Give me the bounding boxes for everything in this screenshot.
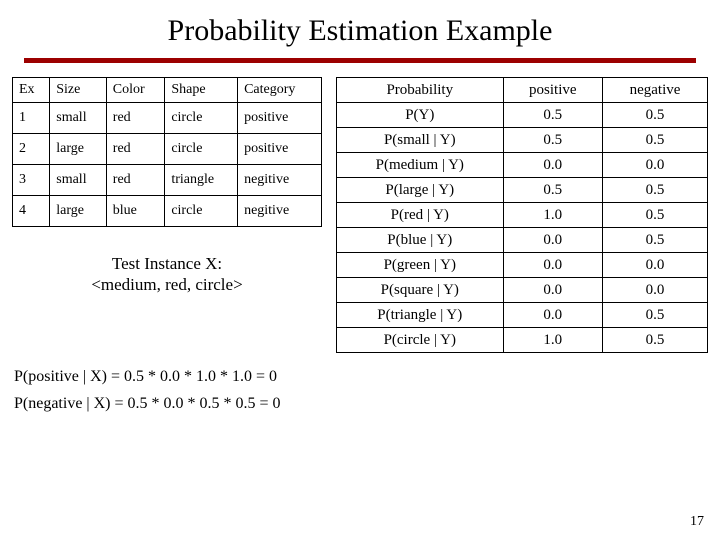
cell: red <box>106 134 165 165</box>
cell: 1.0 <box>503 203 602 228</box>
cell: 0.5 <box>603 303 708 328</box>
cell: 0.5 <box>603 178 708 203</box>
cell: P(small | Y) <box>337 128 504 153</box>
table-row: P(red | Y)1.00.5 <box>337 203 708 228</box>
table-row: P(Y)0.50.5 <box>337 103 708 128</box>
cell: 0.5 <box>503 128 602 153</box>
equation-positive: P(positive | X) = 0.5 * 0.0 * 1.0 * 1.0 … <box>14 363 706 390</box>
cell: 1 <box>13 103 50 134</box>
cell: 0.0 <box>603 278 708 303</box>
cell: 0.0 <box>603 153 708 178</box>
slide-number: 17 <box>690 514 704 530</box>
cell: 0.5 <box>603 103 708 128</box>
cell: 0.0 <box>603 253 708 278</box>
table-row: 3 small red triangle negitive <box>13 165 322 196</box>
equation-negative: P(negative | X) = 0.5 * 0.0 * 0.5 * 0.5 … <box>14 390 706 417</box>
table-row: P(blue | Y)0.00.5 <box>337 228 708 253</box>
cell: 4 <box>13 196 50 227</box>
cell: large <box>50 134 107 165</box>
title-underline <box>24 58 696 63</box>
cell: negitive <box>238 196 322 227</box>
cell: 0.5 <box>603 228 708 253</box>
cell: 0.0 <box>503 278 602 303</box>
table-header-row: Probability positive negative <box>337 78 708 103</box>
table-row: 1 small red circle positive <box>13 103 322 134</box>
table-row: P(triangle | Y)0.00.5 <box>337 303 708 328</box>
cell: 0.0 <box>503 303 602 328</box>
cell: P(green | Y) <box>337 253 504 278</box>
left-column: Ex Size Color Shape Category 1 small red… <box>12 77 322 353</box>
col-shape: Shape <box>165 78 238 103</box>
cell: blue <box>106 196 165 227</box>
col-ex: Ex <box>13 78 50 103</box>
cell: red <box>106 165 165 196</box>
cell: P(medium | Y) <box>337 153 504 178</box>
cell: small <box>50 103 107 134</box>
cell: 0.0 <box>503 153 602 178</box>
test-instance-line1: Test Instance X: <box>112 254 222 273</box>
table-row: P(green | Y)0.00.0 <box>337 253 708 278</box>
cell: positive <box>238 103 322 134</box>
cell: 3 <box>13 165 50 196</box>
cell: 1.0 <box>503 328 602 353</box>
table-row: P(large | Y)0.50.5 <box>337 178 708 203</box>
table-row: P(circle | Y)1.00.5 <box>337 328 708 353</box>
right-column: Probability positive negative P(Y)0.50.5… <box>336 77 708 353</box>
cell: P(large | Y) <box>337 178 504 203</box>
slide-title: Probability Estimation Example <box>0 0 720 52</box>
probability-table: Probability positive negative P(Y)0.50.5… <box>336 77 708 353</box>
cell: 0.0 <box>503 253 602 278</box>
col-negative: negative <box>603 78 708 103</box>
table-row: 4 large blue circle negitive <box>13 196 322 227</box>
cell: 0.5 <box>603 128 708 153</box>
test-instance-line2: <medium, red, circle> <box>91 275 242 294</box>
col-positive: positive <box>503 78 602 103</box>
col-probability: Probability <box>337 78 504 103</box>
test-instance: Test Instance X: <medium, red, circle> <box>12 253 322 296</box>
cell: circle <box>165 103 238 134</box>
cell: P(red | Y) <box>337 203 504 228</box>
cell: negitive <box>238 165 322 196</box>
cell: P(circle | Y) <box>337 328 504 353</box>
cell: P(square | Y) <box>337 278 504 303</box>
table-row: 2 large red circle positive <box>13 134 322 165</box>
examples-table: Ex Size Color Shape Category 1 small red… <box>12 77 322 227</box>
cell: 0.5 <box>603 328 708 353</box>
col-size: Size <box>50 78 107 103</box>
table-row: P(medium | Y)0.00.0 <box>337 153 708 178</box>
cell: small <box>50 165 107 196</box>
col-color: Color <box>106 78 165 103</box>
content-area: Ex Size Color Shape Category 1 small red… <box>0 77 720 353</box>
cell: triangle <box>165 165 238 196</box>
table-header-row: Ex Size Color Shape Category <box>13 78 322 103</box>
cell: large <box>50 196 107 227</box>
cell: 2 <box>13 134 50 165</box>
cell: P(blue | Y) <box>337 228 504 253</box>
col-category: Category <box>238 78 322 103</box>
cell: positive <box>238 134 322 165</box>
table-row: P(square | Y)0.00.0 <box>337 278 708 303</box>
cell: 0.5 <box>503 178 602 203</box>
cell: 0.0 <box>503 228 602 253</box>
cell: circle <box>165 196 238 227</box>
cell: 0.5 <box>503 103 602 128</box>
cell: P(triangle | Y) <box>337 303 504 328</box>
table-row: P(small | Y)0.50.5 <box>337 128 708 153</box>
equations-block: P(positive | X) = 0.5 * 0.0 * 1.0 * 1.0 … <box>0 353 720 417</box>
cell: red <box>106 103 165 134</box>
cell: P(Y) <box>337 103 504 128</box>
cell: 0.5 <box>603 203 708 228</box>
cell: circle <box>165 134 238 165</box>
